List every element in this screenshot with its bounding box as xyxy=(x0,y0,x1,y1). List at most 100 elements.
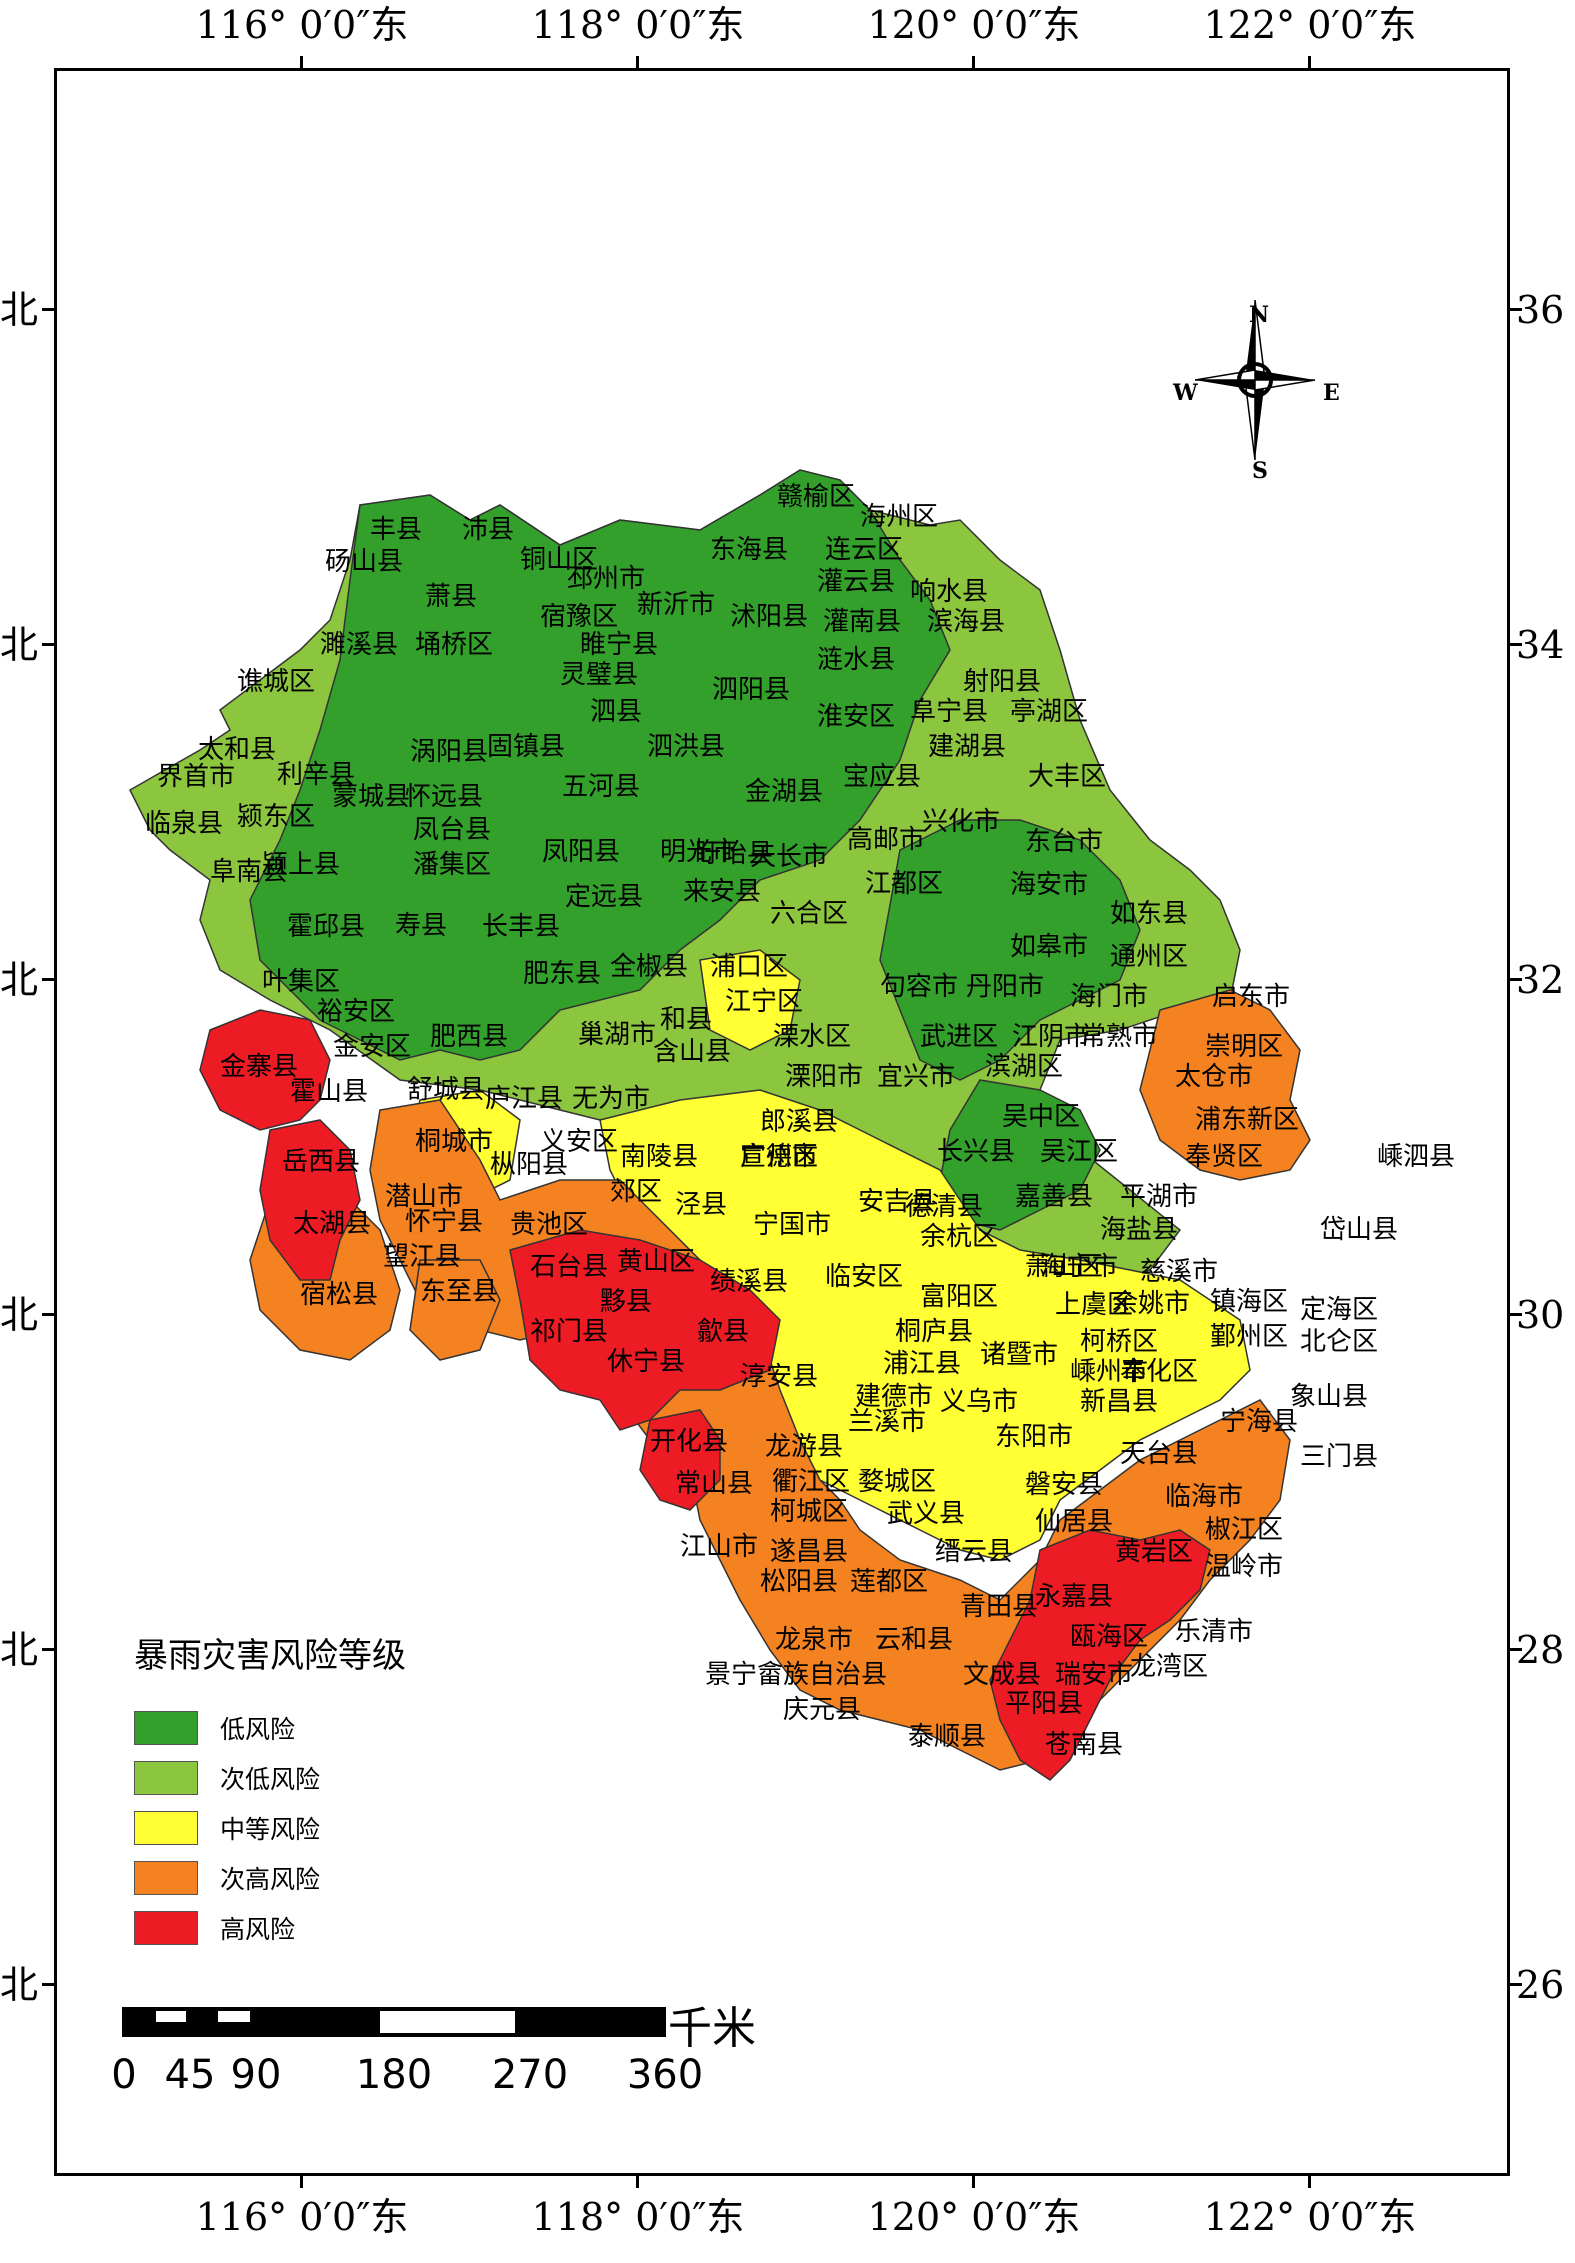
lat-label-left-28: 北 xyxy=(0,1628,39,1672)
place-label: 象山县 xyxy=(1290,1382,1368,1412)
place-label: 文成县 xyxy=(963,1660,1041,1690)
compass-n-label: N xyxy=(1249,302,1270,328)
place-label: 天台县 xyxy=(1120,1439,1198,1469)
scale-label-180: 180 xyxy=(355,2052,433,2098)
place-label: 苍南县 xyxy=(1045,1730,1123,1760)
place-label: 蒙城县 xyxy=(332,782,410,812)
place-label: 安吉县 xyxy=(858,1187,936,1217)
place-label: 歙县 xyxy=(697,1317,749,1347)
lat-label-right-26: 26 xyxy=(1516,1963,1565,2007)
place-label: 东至县 xyxy=(420,1277,498,1307)
place-label: 海州区 xyxy=(860,502,938,532)
place-label: 江宁区 xyxy=(725,987,803,1017)
place-label: 祁门县 xyxy=(530,1317,608,1347)
place-label: 岳西县 xyxy=(282,1147,360,1177)
place-label: 江都区 xyxy=(865,869,943,899)
tick-top-120 xyxy=(972,56,975,68)
place-label: 宜兴市 xyxy=(877,1062,955,1092)
lat-label-right-28: 28 xyxy=(1516,1628,1565,1672)
place-label: 遂昌县 xyxy=(770,1537,848,1567)
region-subhigh-east xyxy=(1139,989,1311,1181)
lat-label-right-36: 36 xyxy=(1516,288,1565,332)
lat-label-right-32: 32 xyxy=(1516,958,1565,1002)
place-label: 海盐县 xyxy=(1100,1215,1178,1245)
place-label: 来安县 xyxy=(683,877,761,907)
place-label: 桐庐县 xyxy=(895,1317,973,1347)
place-label: 怀宁县 xyxy=(405,1207,483,1237)
place-label: 仙居县 xyxy=(1035,1507,1113,1537)
lon-label-top-122: 122° 0′0″东 xyxy=(1203,3,1417,47)
place-label: 谯城区 xyxy=(237,667,315,697)
region-high-risk-huangshan xyxy=(509,1229,781,1431)
place-label: 镇海区 xyxy=(1210,1287,1288,1317)
place-label: 泗县 xyxy=(590,697,642,727)
place-label: 定海区 xyxy=(1300,1295,1378,1325)
place-label: 江阴市 xyxy=(1012,1022,1090,1052)
place-label: 长兴县 xyxy=(937,1137,1015,1167)
place-label: 瑞安市 xyxy=(1055,1660,1133,1690)
place-label: 三门县 xyxy=(1300,1442,1378,1472)
place-label: 寿县 xyxy=(395,911,447,941)
place-label: 吴中区 xyxy=(1002,1102,1080,1132)
place-label: 余姚市 xyxy=(1112,1289,1190,1319)
place-label: 桐城市 xyxy=(415,1127,493,1157)
place-label: 常熟市 xyxy=(1080,1022,1158,1052)
place-label: 金寨县 xyxy=(220,1052,298,1082)
place-label: 平阳县 xyxy=(1005,1689,1083,1719)
legend-label: 次低风险 xyxy=(220,1765,321,1794)
compass-e-label: E xyxy=(1323,380,1340,406)
lon-label-bottom-120: 120° 0′0″东 xyxy=(867,2195,1081,2239)
tick-right-32 xyxy=(1510,978,1522,981)
tick-left-26 xyxy=(42,1983,54,1986)
tick-bottom-116 xyxy=(300,2176,303,2188)
place-label: 龙泉市 xyxy=(775,1625,853,1655)
place-label: 滨海县 xyxy=(927,607,1005,637)
tick-right-26 xyxy=(1510,1983,1522,1986)
compass-s-label: S xyxy=(1252,458,1268,484)
place-label: 浦江县 xyxy=(883,1349,961,1379)
place-label: 磐安县 xyxy=(1025,1470,1103,1500)
region-high-risk-yuexi xyxy=(259,1119,361,1281)
place-label: 嵊泗县 xyxy=(1377,1142,1455,1172)
place-label: 响水县 xyxy=(910,577,988,607)
place-label: 庐江县 xyxy=(485,1084,563,1114)
place-label: 绩溪县 xyxy=(710,1267,788,1297)
place-label: 郎溪县 xyxy=(760,1107,838,1137)
place-label: 赣榆区 xyxy=(777,482,855,512)
region-subhigh-west3 xyxy=(409,1259,501,1361)
region-high-risk-wenzhou xyxy=(989,1529,1211,1781)
place-label: 埇桥区 xyxy=(415,630,493,660)
place-label: 射阳县 xyxy=(963,667,1041,697)
scale-label-90: 90 xyxy=(230,2052,282,2098)
place-label: 柯桥区 xyxy=(1080,1327,1158,1357)
place-label: 阜宁县 xyxy=(910,697,988,727)
scale-label-360: 360 xyxy=(626,2052,704,2098)
tick-top-122 xyxy=(1308,56,1311,68)
place-label: 德清县 xyxy=(905,1192,983,1222)
lat-label-left-34: 北 xyxy=(0,623,39,667)
legend-title: 暴雨灾害风险等级 xyxy=(134,1636,406,1676)
legend-swatch xyxy=(134,1711,198,1745)
place-label: 凤台县 xyxy=(413,815,491,845)
place-label: 郊区 xyxy=(610,1177,662,1207)
place-labels: 赣榆区 海州区 连云区 东海县 灌云县 响水县 灌南县 滨海县 沭阳县 泗阳县 … xyxy=(145,482,1455,1760)
place-label: 潜山市 xyxy=(385,1182,463,1212)
place-label: 瓯海区 xyxy=(1070,1622,1148,1652)
place-label: 怀远县 xyxy=(405,782,483,812)
place-label: 青田县 xyxy=(960,1592,1038,1622)
place-label: 邳州市 xyxy=(567,564,645,594)
place-label: 缙云县 xyxy=(935,1537,1013,1567)
place-label: 龙游县 xyxy=(765,1432,843,1462)
place-label: 明光市 xyxy=(660,837,738,867)
place-label: 武进区 xyxy=(920,1022,998,1052)
place-label: 余杭区 xyxy=(920,1222,998,1252)
tick-left-34 xyxy=(42,643,54,646)
region-medium-risk-north xyxy=(699,949,801,1051)
north-arrow-west-light xyxy=(1195,369,1256,381)
legend-swatch xyxy=(134,1911,198,1945)
place-label: 太和县 xyxy=(198,735,276,765)
place-label: 嘉善县 xyxy=(1015,1182,1093,1212)
compass-w-label: W xyxy=(1173,380,1198,406)
place-label: 枞阳县 xyxy=(490,1150,568,1180)
place-label: 颍上县 xyxy=(262,850,340,880)
